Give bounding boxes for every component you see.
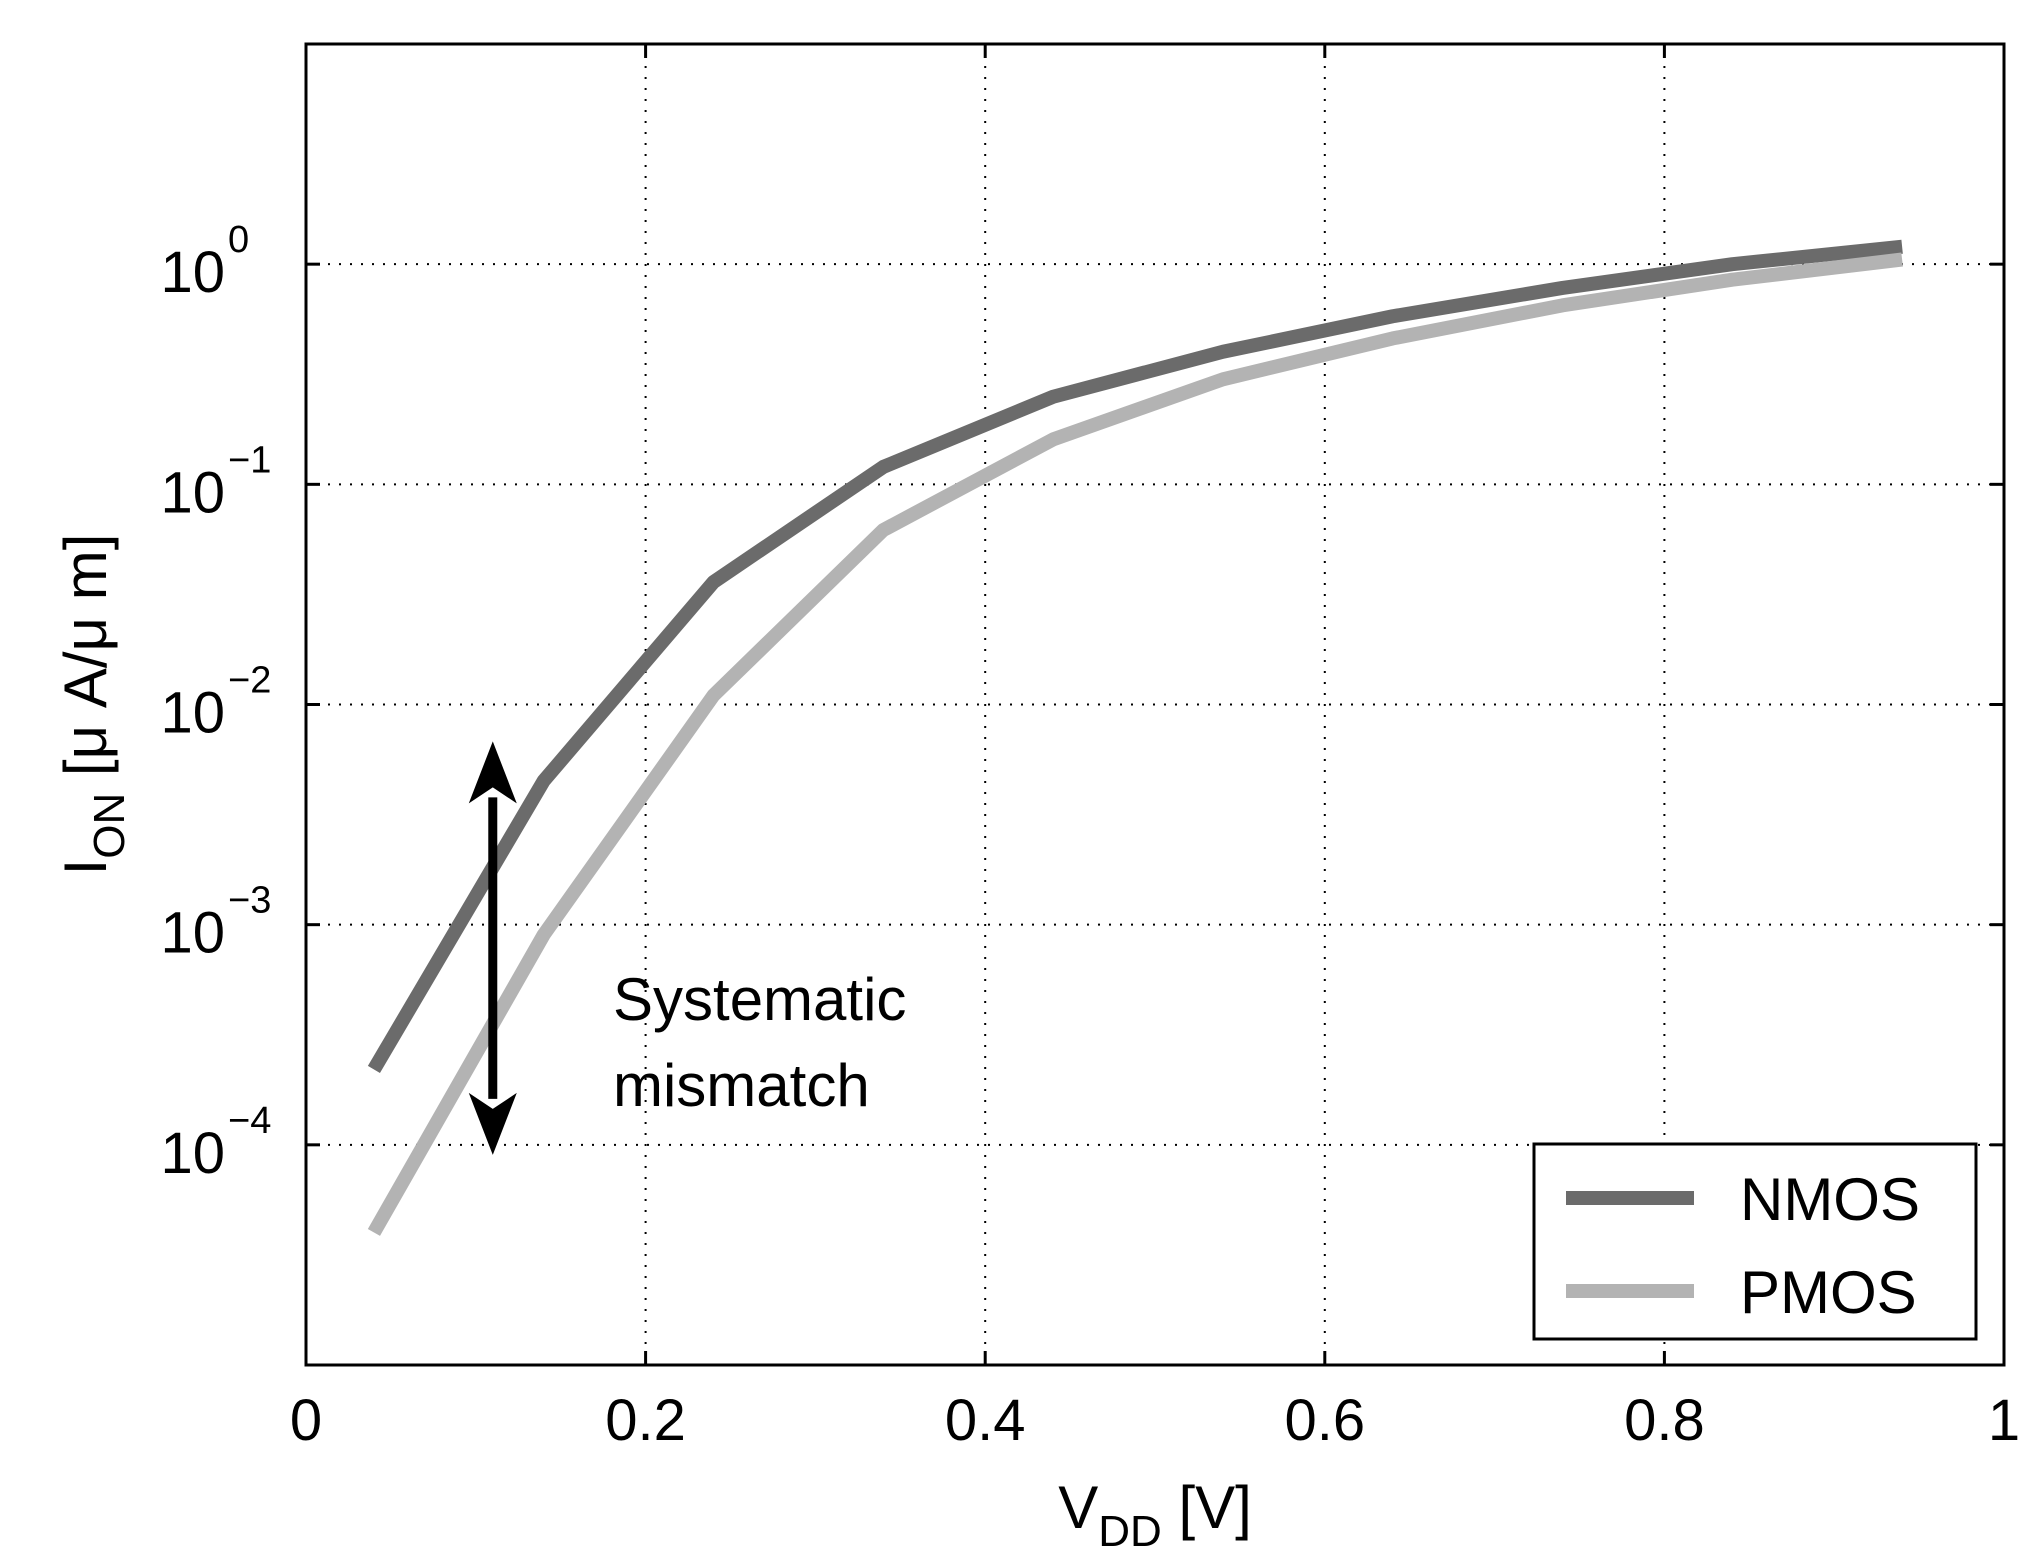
legend-box <box>1532 1142 1978 1341</box>
y-tick-label: 10 −3 <box>160 880 271 966</box>
x-tick-label: 0.6 <box>1284 1388 1365 1453</box>
y-tick-label-base: 10 <box>160 240 225 305</box>
y-axis-title: ION [μ A/μ m] <box>52 534 134 876</box>
x-tick-label: 0.8 <box>1624 1388 1705 1453</box>
x-axis-title-rest: [V] <box>1162 1474 1252 1541</box>
svg-text:VDD [V]: VDD [V] <box>1058 1474 1252 1556</box>
legend-label-nmos: NMOS <box>1740 1166 1920 1233</box>
grid-lines <box>306 44 2004 1365</box>
x-tick-label: 0.4 <box>945 1388 1026 1453</box>
series-line-nmos <box>367 239 1903 1073</box>
y-axis-title-main: I <box>52 859 119 876</box>
x-tick-label: 1 <box>1988 1388 2020 1453</box>
series-line-pmos <box>367 252 1903 1236</box>
y-tick-label: 10 −1 <box>160 439 271 525</box>
legend: NMOS PMOS <box>1532 1142 1978 1341</box>
y-axis-title-rest: [μ A/μ m] <box>52 534 119 793</box>
y-tick-label-base: 10 <box>160 681 225 746</box>
y-tick-label-base: 10 <box>160 460 225 525</box>
y-tick-label-base: 10 <box>160 901 225 966</box>
y-tick-label: 10 −4 <box>160 1100 271 1186</box>
y-tick-label-exponent: −3 <box>228 880 271 922</box>
mismatch-arrow-head-up <box>468 741 517 804</box>
y-axis-title-sub: ON <box>85 793 134 859</box>
mismatch-arrow-head-down <box>468 1092 517 1155</box>
x-axis-title-sub: DD <box>1098 1507 1162 1556</box>
y-tick-label-exponent: −4 <box>228 1100 271 1142</box>
x-axis-title-main: V <box>1058 1474 1098 1541</box>
x-axis-title: VDD [V] <box>1058 1474 1252 1556</box>
y-tick-label-exponent: 0 <box>228 219 249 261</box>
y-tick-label-base: 10 <box>160 1121 225 1186</box>
data-series <box>367 239 1903 1236</box>
annotation-line-2: mismatch <box>613 1052 870 1119</box>
y-tick-label-exponent: −1 <box>228 439 271 481</box>
mismatch-annotation: Systematic mismatch <box>468 741 906 1155</box>
svg-text:ION [μ A/μ m]: ION [μ A/μ m] <box>52 534 134 876</box>
y-tick-label: 10 0 <box>160 219 249 305</box>
x-tick-label: 0 <box>290 1388 322 1453</box>
y-tick-label: 10 −2 <box>160 660 271 746</box>
y-tick-label-exponent: −2 <box>228 660 271 702</box>
x-tick-label: 0.2 <box>605 1388 686 1453</box>
annotation-line-1: Systematic <box>613 966 906 1033</box>
legend-label-pmos: PMOS <box>1740 1259 1917 1326</box>
